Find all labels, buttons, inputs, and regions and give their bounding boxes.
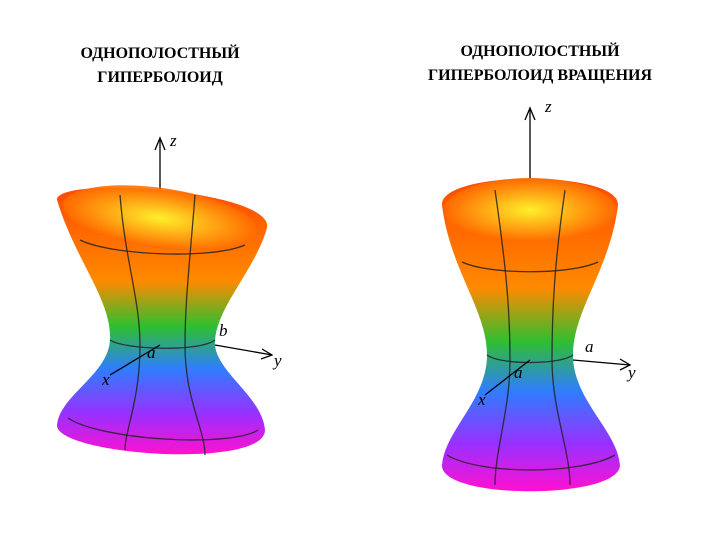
axis-label: x bbox=[101, 370, 110, 389]
left-title-1: ОДНОПОЛОСТНЫЙ bbox=[80, 43, 240, 62]
axis-label: z bbox=[169, 131, 177, 150]
axis-label: a bbox=[514, 363, 523, 382]
axis-label: x bbox=[477, 390, 486, 409]
left-hyperboloid: z b a y x bbox=[56, 131, 282, 456]
left-title-2: ГИПЕРБОЛОИД bbox=[97, 69, 222, 86]
axis-label: y bbox=[626, 363, 636, 382]
right-title-2: ГИПЕРБОЛОИД ВРАЩЕНИЯ bbox=[428, 67, 653, 84]
right-title-1: ОДНОПОЛОСТНЫЙ bbox=[460, 41, 620, 60]
axis-label: y bbox=[272, 351, 282, 370]
titles: ОДНОПОЛОСТНЫЙ ГИПЕРБОЛОИД ОДНОПОЛОСТНЫЙ … bbox=[80, 41, 652, 86]
axis-label: z bbox=[544, 97, 552, 116]
right-hyperboloid: z a a y x bbox=[441, 97, 636, 492]
axis-label: a bbox=[585, 337, 594, 356]
axis-label: a bbox=[147, 343, 156, 362]
axis-label: b bbox=[219, 321, 228, 340]
